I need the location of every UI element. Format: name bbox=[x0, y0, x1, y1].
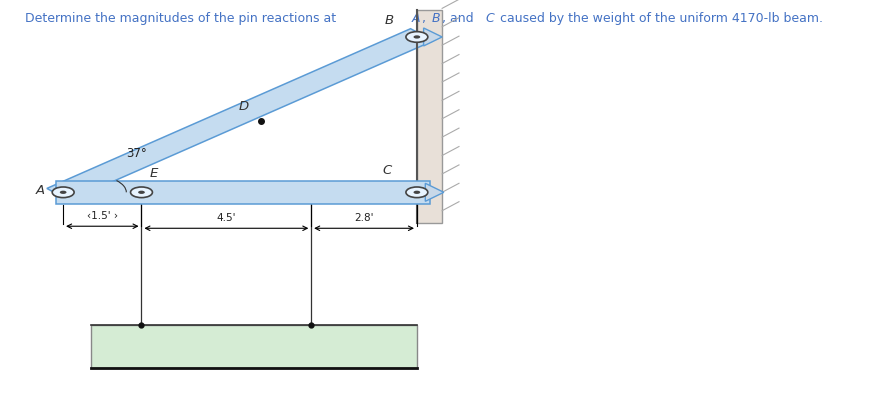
Circle shape bbox=[406, 187, 427, 198]
Text: ‹1.5' ›: ‹1.5' › bbox=[87, 211, 118, 222]
Text: C: C bbox=[383, 164, 392, 177]
Text: D: D bbox=[238, 99, 248, 113]
Text: ,: , bbox=[421, 12, 429, 25]
Bar bbox=[416, 10, 441, 223]
Circle shape bbox=[130, 187, 152, 198]
Circle shape bbox=[413, 35, 420, 39]
Polygon shape bbox=[424, 183, 443, 201]
Text: A: A bbox=[411, 12, 419, 25]
Text: caused by the weight of the uniform 4170-lb beam.: caused by the weight of the uniform 4170… bbox=[496, 12, 822, 25]
Bar bbox=[91, 325, 416, 368]
Circle shape bbox=[52, 187, 74, 198]
Text: B: B bbox=[384, 14, 392, 27]
Circle shape bbox=[138, 191, 144, 194]
Bar bbox=[57, 181, 429, 204]
Text: , and: , and bbox=[441, 12, 478, 25]
Text: 37°: 37° bbox=[126, 147, 147, 159]
Text: 2.8': 2.8' bbox=[354, 213, 373, 223]
Circle shape bbox=[406, 32, 427, 42]
Text: Determine the magnitudes of the pin reactions at: Determine the magnitudes of the pin reac… bbox=[25, 12, 340, 25]
Text: A: A bbox=[35, 184, 44, 197]
Circle shape bbox=[413, 191, 420, 194]
Text: E: E bbox=[150, 167, 158, 180]
Polygon shape bbox=[424, 28, 441, 46]
Circle shape bbox=[59, 191, 66, 194]
Text: C: C bbox=[486, 12, 494, 25]
Polygon shape bbox=[47, 29, 432, 201]
Text: B: B bbox=[431, 12, 439, 25]
Text: 4.5': 4.5' bbox=[216, 213, 236, 223]
